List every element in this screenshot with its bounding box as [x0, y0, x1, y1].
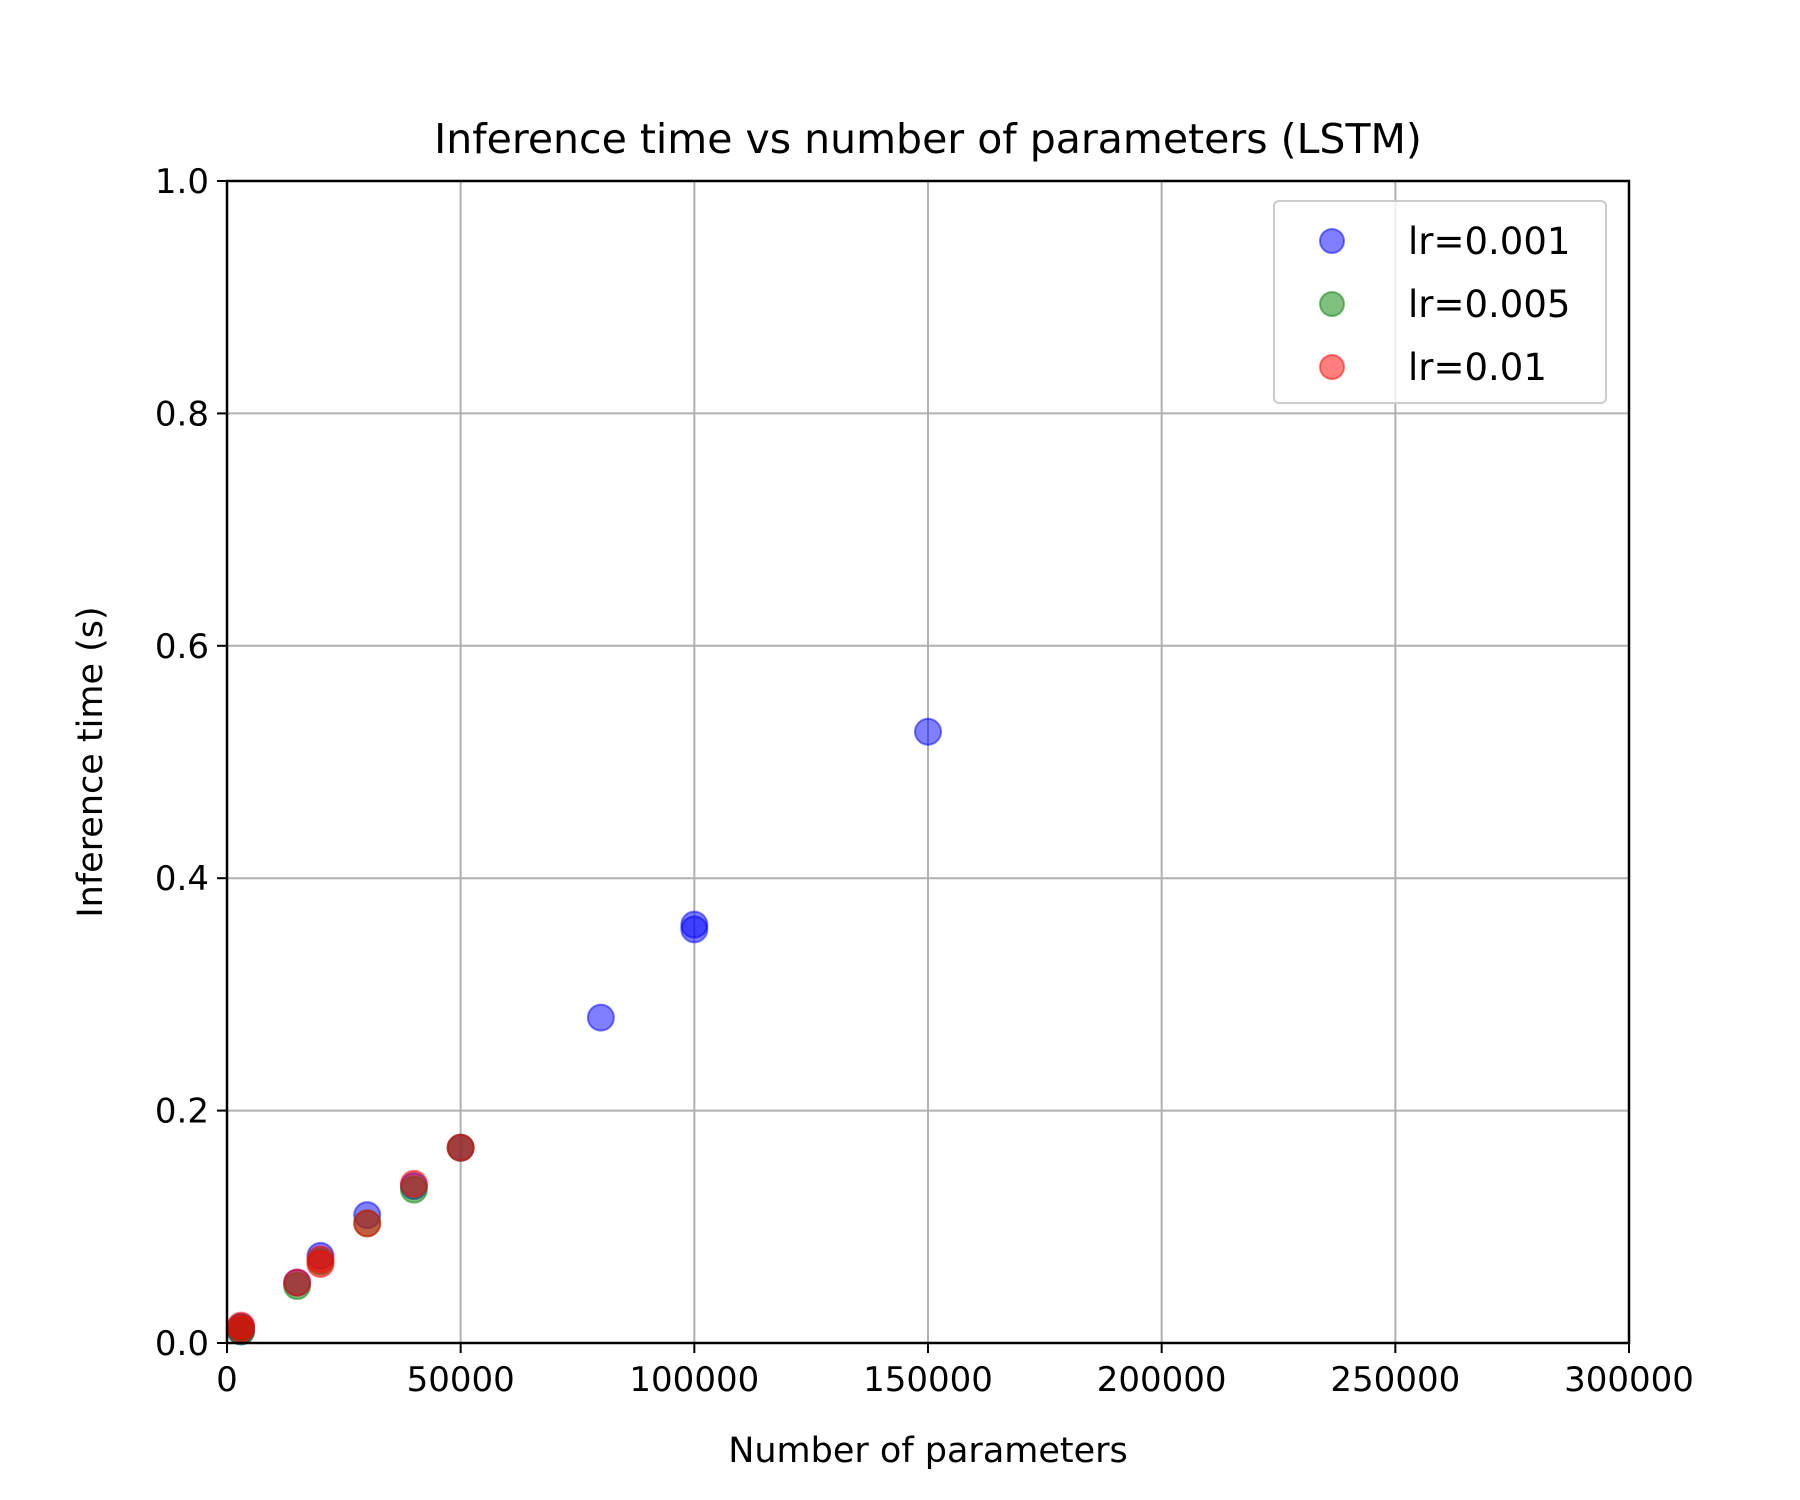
data-point: [399, 1169, 428, 1198]
legend: lr=0.001 lr=0.005 lr=0.01: [1273, 200, 1607, 404]
legend-box: [1273, 200, 1607, 404]
x-tick-label: 250000: [1330, 1360, 1460, 1400]
data-point: [283, 1268, 312, 1297]
x-tick-label: 150000: [863, 1360, 993, 1400]
y-axis-label: Inference time (s): [71, 606, 111, 917]
x-tick-label: 200000: [1097, 1360, 1227, 1400]
x-tick-label: 50000: [407, 1360, 515, 1400]
legend-marker-lr-0-01: [1319, 354, 1345, 380]
x-tick-label: 0: [216, 1360, 238, 1400]
y-tick-label: 0.0: [155, 1324, 209, 1364]
x-tick-label: 300000: [1564, 1360, 1694, 1400]
data-points: [227, 717, 942, 1346]
data-point: [914, 717, 942, 746]
y-tick-label: 0.2: [155, 1092, 209, 1132]
legend-label-lr-0-01: lr=0.01: [1408, 346, 1547, 389]
x-tick-label: 100000: [629, 1360, 759, 1400]
legend-label-lr-0-005: lr=0.005: [1408, 283, 1570, 326]
legend-marker-lr-0-005: [1319, 291, 1345, 317]
data-point: [680, 910, 709, 939]
y-tick-label: 0.4: [155, 859, 209, 899]
data-point: [586, 1003, 615, 1032]
data-point: [227, 1311, 256, 1340]
x-axis-label: Number of parameters: [728, 1431, 1128, 1471]
y-tick-label: 0.6: [155, 627, 209, 667]
axis-ticks: 0 50000 100000 150000 200000 250000 300000 0.0 0…: [155, 162, 1694, 1400]
data-point: [306, 1245, 335, 1274]
data-point: [353, 1209, 382, 1238]
y-tick-label: 0.8: [155, 394, 209, 434]
legend-marker-lr-0-001: [1319, 228, 1345, 254]
chart-title: Inference time vs number of parameters (…: [434, 115, 1422, 163]
legend-label-lr-0-001: lr=0.001: [1408, 220, 1570, 263]
y-tick-label: 1.0: [155, 162, 209, 202]
data-point: [446, 1133, 475, 1162]
